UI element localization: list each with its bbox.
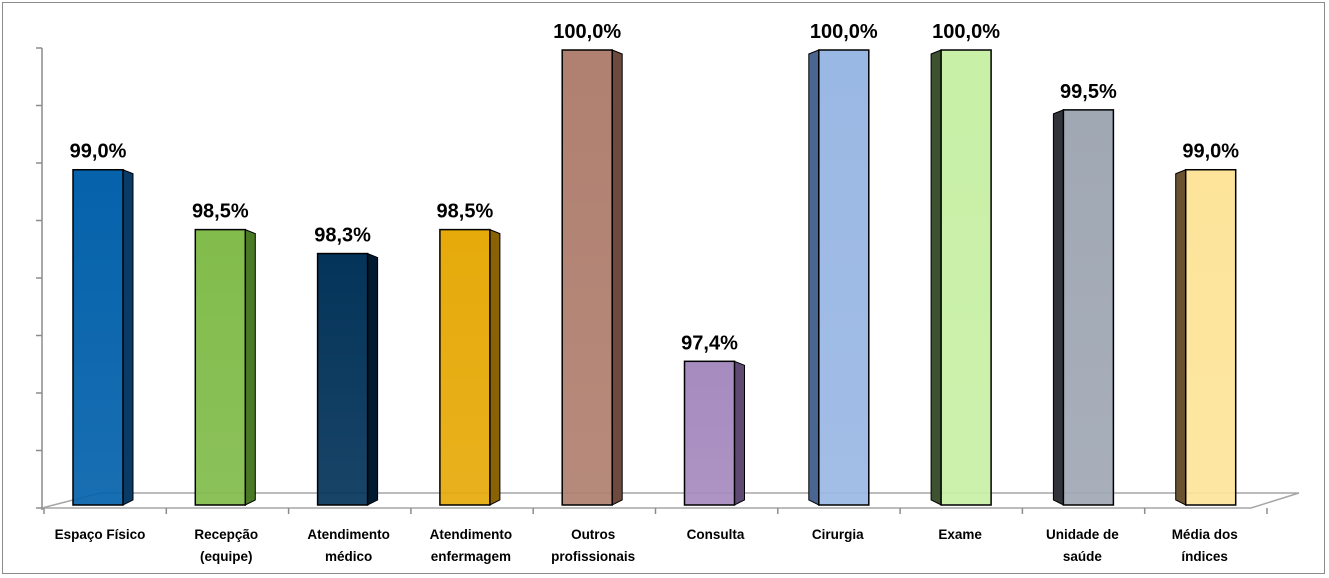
category-label: Cirurgia [812,527,864,542]
bar-1 [72,168,134,506]
bar-front [818,49,870,506]
bar-front [72,168,124,506]
data-label: 98,3% [314,225,371,247]
category-label: Média dos [1172,527,1238,542]
bar-front [194,228,247,506]
bar-front [683,360,736,506]
bar-front [940,49,992,506]
category-label: médico [325,549,372,564]
data-label: 99,0% [1182,141,1239,163]
bar-8 [930,49,992,506]
category-label: Consulta [687,527,745,542]
bar-side [1175,168,1187,506]
category-label: Espaço Físico [55,527,146,542]
category-label: Atendimento [430,527,513,542]
data-label: 99,0% [70,141,127,163]
data-label: 97,4% [681,332,738,354]
bar-front [561,49,613,506]
bar-6 [683,360,745,506]
bar-4 [439,228,501,506]
data-label: 100,0% [932,21,1000,43]
category-label: Outros [571,527,615,542]
bar-2 [194,228,256,506]
category-label: índices [1181,549,1228,564]
data-label: 100,0% [810,21,878,43]
category-label: Recepção [194,527,258,542]
bar-chart: 99,0% Espaço Físico 98,5% Recepção (equipe) 9… [36,21,1300,564]
bar-3 [316,252,379,506]
category-label: Unidade de [1046,527,1119,542]
bar-side [808,49,820,506]
bar-10 [1175,168,1237,506]
bar-side [930,49,942,506]
category-label: Exame [938,527,982,542]
category-label: Atendimento [307,527,390,542]
category-label: saúde [1063,549,1103,564]
data-label: 98,5% [192,201,249,223]
data-label: 99,5% [1060,81,1117,103]
bar-9 [1052,109,1115,506]
category-label: enfermagem [431,549,511,564]
bar-side [1052,109,1064,506]
bar-side [122,168,134,506]
bar-side [244,228,256,506]
bar-5 [561,49,623,506]
bar-front [316,252,369,506]
bar-side [489,228,501,506]
data-label: 100,0% [553,21,621,43]
bar-side [367,252,379,506]
bar-front [1184,168,1237,506]
bar-side [611,49,623,506]
category-label: (equipe) [200,549,253,564]
bar-front [1062,109,1115,506]
bar-7 [808,49,870,506]
bar-front [439,228,491,506]
category-label: profissionais [551,549,635,564]
bar-side [734,360,745,506]
data-label: 98,5% [437,201,494,223]
